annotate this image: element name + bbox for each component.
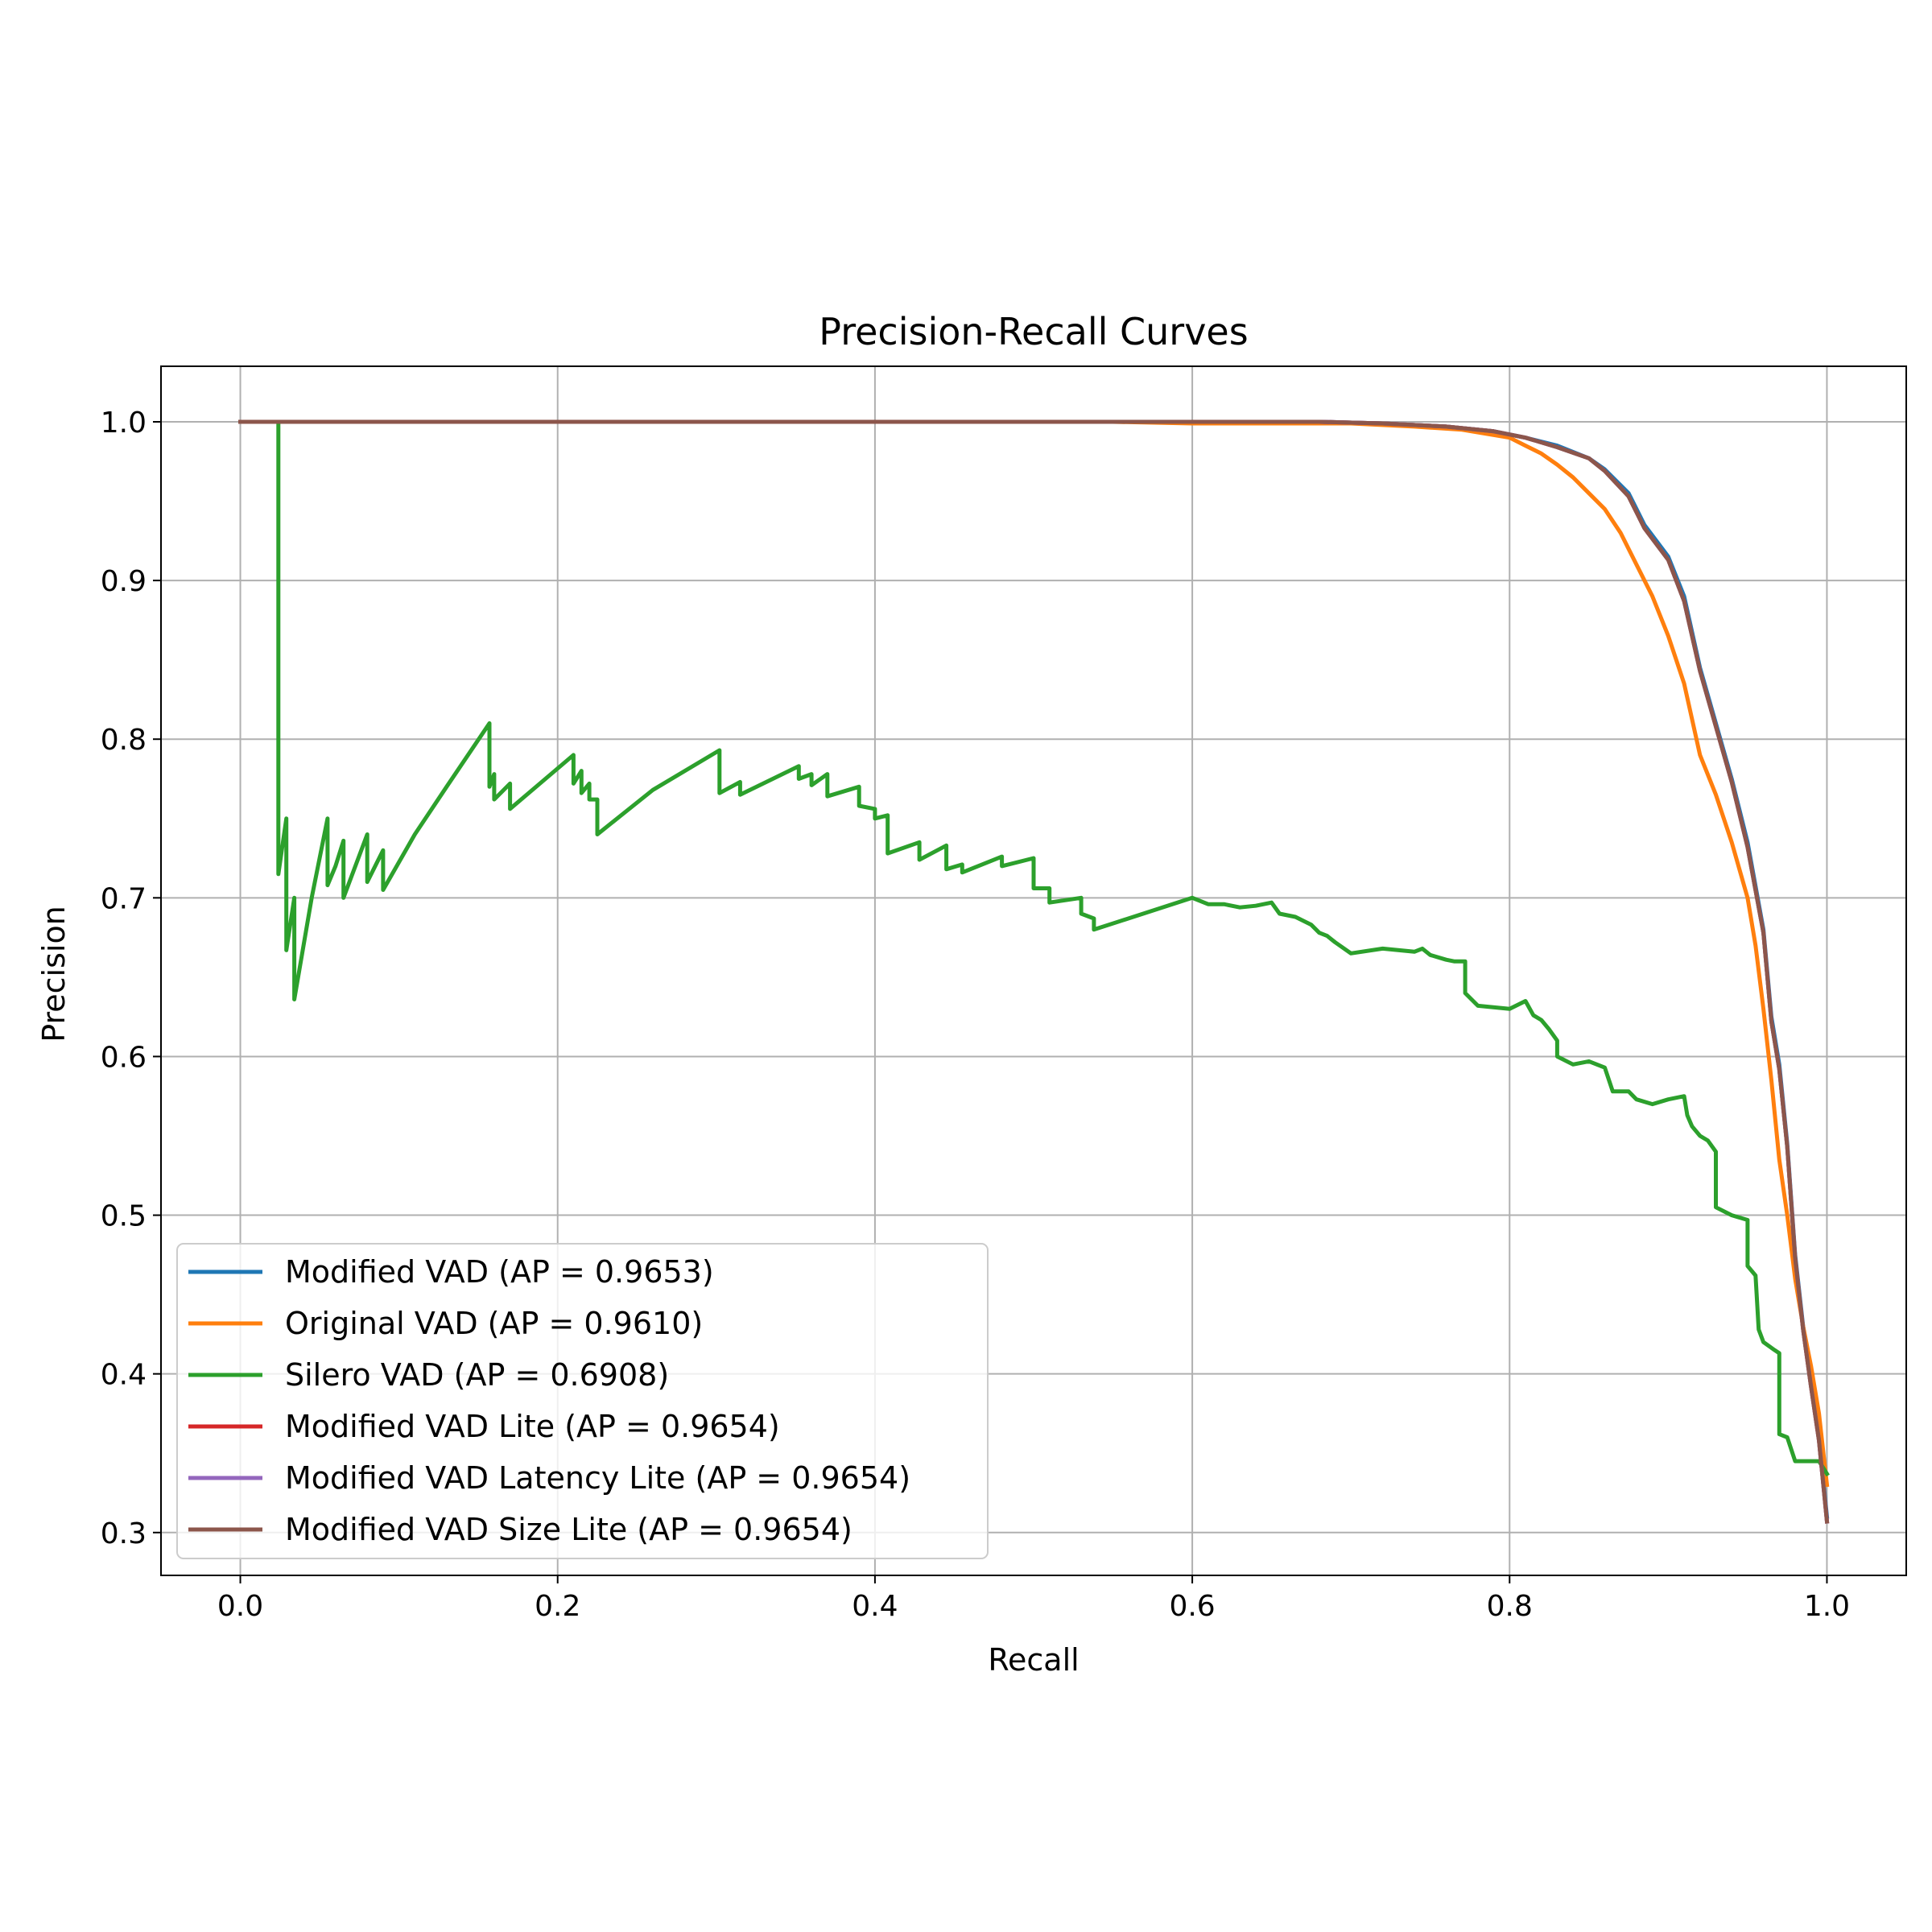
y-tick-label: 0.7 [101,882,147,915]
y-tick-label: 0.9 [101,565,147,598]
legend: Modified VAD (AP = 0.9653) Original VAD (… [176,1243,989,1559]
legend-box [176,1243,989,1559]
x-axis-ticks: 0.0 0.2 0.4 0.6 0.8 1.0 [217,1575,1850,1623]
x-tick-label: 0.2 [535,1590,580,1623]
y-tick-label: 0.5 [101,1200,147,1233]
x-tick-label: 0.8 [1487,1590,1533,1623]
series-line-6 [238,419,1830,1524]
y-tick-label: 0.4 [101,1359,147,1392]
y-tick-label: 0.3 [101,1517,147,1550]
plot-series [238,419,1830,1524]
y-axis-label: Precision [36,906,72,1042]
plot-frame [160,365,1907,1576]
legend-label: Modified VAD Lite (AP = 0.9654) [285,1409,780,1444]
y-tick-label: 1.0 [101,407,147,440]
y-axis-ticks: 0.3 0.4 0.5 0.6 0.7 0.8 0.9 1.0 [101,407,161,1550]
x-tick-label: 0.0 [217,1590,263,1623]
series-line-3 [276,419,1830,1477]
x-tick-label: 0.6 [1169,1590,1215,1623]
legend-label: Modified VAD Latency Lite (AP = 0.9654) [285,1460,910,1496]
x-axis-label: Recall [988,1642,1079,1678]
x-tick-label: 1.0 [1804,1590,1850,1623]
x-tick-label: 0.4 [852,1590,898,1623]
series-line-2 [238,419,1830,1488]
legend-label: Original VAD (AP = 0.9610) [285,1306,703,1341]
chart-title: Precision-Recall Curves [819,310,1248,353]
y-tick-label: 0.8 [101,724,147,757]
legend-label: Silero VAD (AP = 0.6908) [285,1357,669,1393]
y-tick-label: 0.6 [101,1041,147,1074]
legend-label: Modified VAD (AP = 0.9653) [285,1254,714,1290]
legend-label: Modified VAD Size Lite (AP = 0.9654) [285,1512,852,1547]
